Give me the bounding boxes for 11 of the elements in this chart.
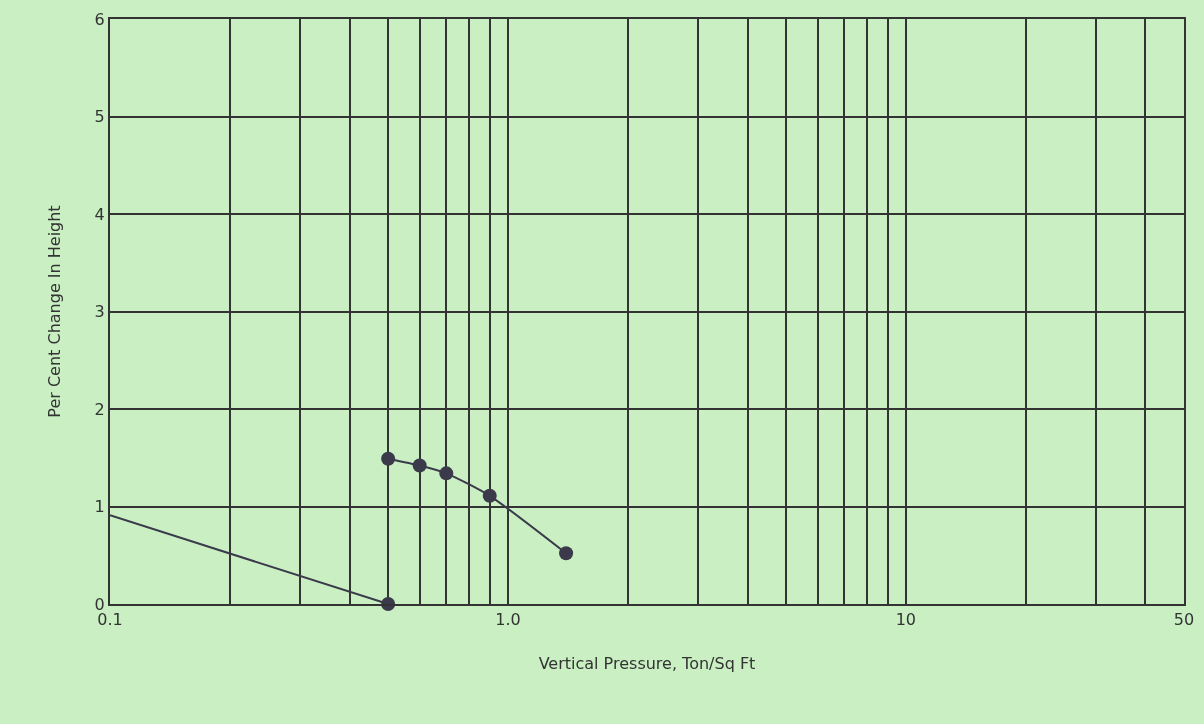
y-tick-label: 4 xyxy=(94,204,105,224)
y-tick-label: 3 xyxy=(94,302,105,322)
x-tick-label: 10 xyxy=(895,610,917,630)
y-tick-label: 2 xyxy=(94,399,105,419)
y-tick-label: 5 xyxy=(94,107,105,127)
y-tick-label: 1 xyxy=(94,497,105,517)
y-tick-label: 6 xyxy=(94,9,105,29)
x-tick-label: 1.0 xyxy=(495,610,521,630)
y-axis-title: Per Cent Change In Height xyxy=(45,205,65,418)
x-tick-label: 50 xyxy=(1173,610,1195,630)
x-axis-title: Vertical Pressure, Ton/Sq Ft xyxy=(538,654,756,674)
